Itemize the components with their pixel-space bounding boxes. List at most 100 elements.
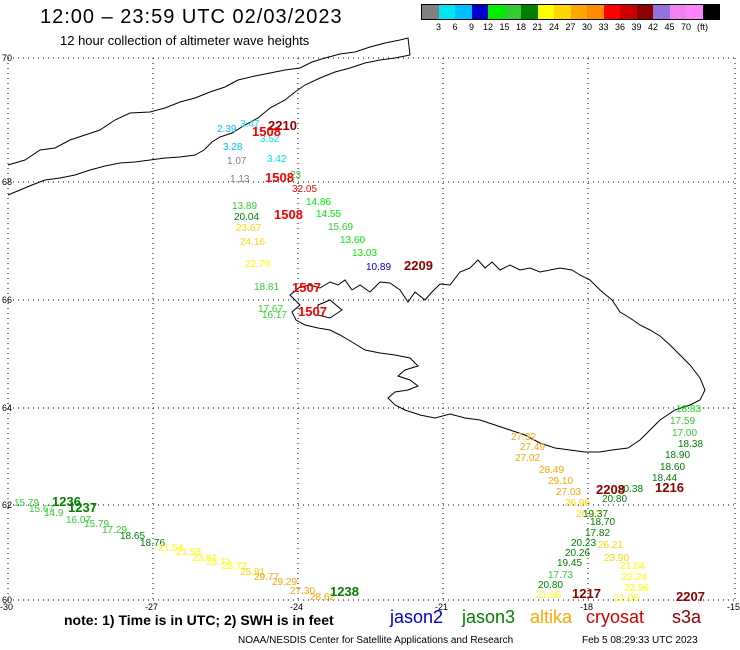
pass-time-label: 1508 xyxy=(252,124,281,139)
swh-value-label: 26.96 xyxy=(565,498,590,509)
iceland-westfjords xyxy=(317,299,343,319)
swh-value-label: 15.79 xyxy=(14,498,39,509)
swh-value-label: 21.86 xyxy=(536,590,561,601)
legend-swatch xyxy=(653,5,670,19)
swh-value-label: 13.03 xyxy=(352,248,377,259)
swh-value-label: 15.79 xyxy=(84,519,109,530)
page-title: 12:00 – 23:59 UTC 02/03/2023 xyxy=(40,6,343,28)
legend-swatch xyxy=(488,5,505,19)
legend-swatch xyxy=(570,5,587,19)
pass-time-label: 1217 xyxy=(572,586,601,601)
swh-value-label: 17.82 xyxy=(585,528,610,539)
legend-labels: 3 6 9 12 15 18 21 24 27 30 33 36 39 42 45 70 (ft) xyxy=(421,20,720,34)
legend-label: 33 xyxy=(598,22,609,32)
swh-value-label: 17.00 xyxy=(672,428,697,439)
swh-value-label: 15.67 xyxy=(29,504,54,515)
legend-label: 15 xyxy=(499,22,510,32)
swh-value-label: 20.38 xyxy=(618,484,643,495)
legend-label: 27 xyxy=(565,22,576,32)
swh-value-label: 18.81 xyxy=(254,282,279,293)
legend-label: 30 xyxy=(581,22,593,32)
track-labels: 2.39 3.473.523.283.421.071.1322102332.051… xyxy=(14,118,705,604)
lat-label: 62 xyxy=(2,500,12,510)
swh-value-label: 23.81 xyxy=(192,553,217,564)
swh-value-label: 23.71 xyxy=(206,557,231,568)
legend-label: 12 xyxy=(482,22,494,32)
legend-swatches xyxy=(421,4,720,20)
swh-value-label: 19.37 xyxy=(583,509,608,520)
swh-value-label: 18.65 xyxy=(120,531,145,542)
lon-label: -24 xyxy=(290,602,303,612)
swh-value-label: 26.21 xyxy=(598,540,623,551)
pass-time-label: 1238 xyxy=(330,584,359,599)
swh-value-label: 21.06 xyxy=(614,593,639,604)
swh-value-label: 16.07 xyxy=(66,515,91,526)
swh-value-label: 27.30 xyxy=(290,586,315,597)
pass-time-label: 2208 xyxy=(596,482,625,497)
swh-value-label: 29.10 xyxy=(548,476,573,487)
swh-value-label: 13.89 xyxy=(232,201,257,212)
swh-value-label: 18.38 xyxy=(678,439,703,450)
swh-value-label: 20.80 xyxy=(538,580,563,591)
color-legend: 3 6 9 12 15 18 21 24 27 30 33 36 39 42 45 70 (ft) xyxy=(421,4,720,34)
swh-value-label: 24.16 xyxy=(240,237,265,248)
swh-value-label: 18.76 xyxy=(140,538,165,549)
footer-note: note: 1) Time is in UTC; 2) SWH is in fe… xyxy=(64,612,334,628)
legend-swatch xyxy=(422,5,439,19)
greenland-coast xyxy=(7,37,411,196)
pass-time-label: 1507 xyxy=(298,304,327,319)
legend-label: 3 xyxy=(435,22,442,32)
swh-value-label: 16.17 xyxy=(262,310,287,321)
legend-label: 39 xyxy=(631,22,642,32)
swh-value-label: 22.24 xyxy=(622,572,647,583)
legend-swatch xyxy=(702,5,719,19)
lat-label: 68 xyxy=(2,177,12,187)
legend-label: 42 xyxy=(647,22,659,32)
page-subtitle: 12 hour collection of altimeter wave hei… xyxy=(60,33,310,48)
swh-value-label: 18.83 xyxy=(676,404,701,415)
swh-value-label: 17.67 xyxy=(258,304,283,315)
lat-label: 70 xyxy=(2,53,12,63)
swh-value-label: 14.86 xyxy=(306,197,331,208)
lat-label: 64 xyxy=(2,403,12,413)
swh-value-label: 21.54 xyxy=(158,543,183,554)
swh-value-label: 17.29 xyxy=(102,525,127,536)
swh-value-label: 32.05 xyxy=(292,184,317,195)
pass-time-label: 1508 xyxy=(265,170,294,185)
legend-swatch xyxy=(669,5,686,19)
swh-value-label: 14.9 xyxy=(44,508,64,519)
legend-swatch xyxy=(537,5,554,19)
lat-label: 66 xyxy=(2,295,12,305)
swh-value-label: 23.72 xyxy=(222,561,247,572)
swh-value-label: 25.81 xyxy=(240,567,265,578)
legend-label: 36 xyxy=(614,22,626,32)
swh-value-label: 1.13 xyxy=(230,174,250,185)
swh-value-label: 23.90 xyxy=(604,553,629,564)
swh-value-label: 23.67 xyxy=(236,223,261,234)
lat-label: 60 xyxy=(2,595,12,605)
swh-value-label: 20.80 xyxy=(602,494,627,505)
mission-label: jason2 xyxy=(390,607,444,627)
swh-value-label: 15.69 xyxy=(328,222,353,233)
legend-swatch xyxy=(686,5,703,19)
swh-value-label: 19.45 xyxy=(557,558,582,569)
legend-label: 18 xyxy=(515,22,527,32)
swh-value-label: 18.90 xyxy=(665,450,690,461)
swh-value-label: 23.96 xyxy=(624,583,649,594)
legend-label: 45 xyxy=(664,22,675,32)
swh-value-label: 17.73 xyxy=(548,570,573,581)
legend-swatch xyxy=(620,5,637,19)
lon-label: -27 xyxy=(145,602,158,612)
swh-value-label: 17.59 xyxy=(670,416,695,427)
legend-swatch xyxy=(471,5,488,19)
mission-label: s3a xyxy=(672,607,702,627)
pass-time-label: 2209 xyxy=(404,258,433,273)
swh-value-label: 28.49 xyxy=(539,465,564,476)
swh-value-label: 3.47 xyxy=(240,119,260,130)
legend-swatch xyxy=(455,5,472,19)
pass-time-label: 2210 xyxy=(268,118,297,133)
pass-time-label: 1508 xyxy=(274,207,303,222)
swh-value-label: 3.42 xyxy=(267,154,287,165)
mission-label: jason3 xyxy=(462,607,516,627)
